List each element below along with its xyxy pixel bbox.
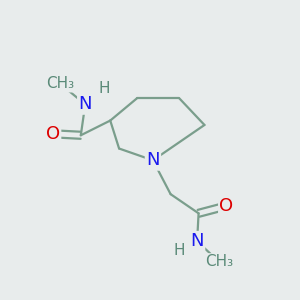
Text: O: O <box>220 197 234 215</box>
Text: H: H <box>174 243 185 258</box>
Text: N: N <box>79 95 92 113</box>
Text: H: H <box>99 81 110 96</box>
Text: N: N <box>190 232 204 250</box>
Text: CH₃: CH₃ <box>46 76 74 91</box>
Text: CH₃: CH₃ <box>205 254 233 269</box>
Text: N: N <box>146 151 160 169</box>
Text: O: O <box>46 125 60 143</box>
